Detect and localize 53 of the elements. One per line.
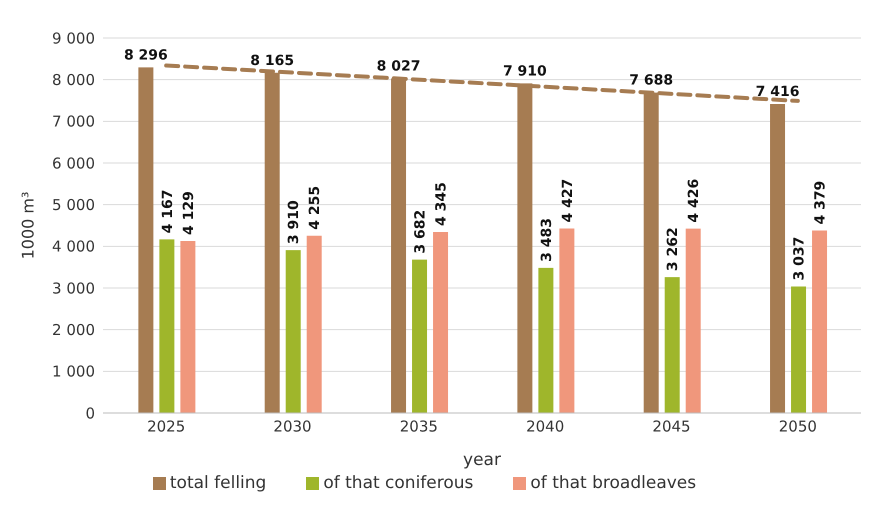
x-tick-label: 2030: [273, 418, 312, 436]
data-label: 3 262: [665, 227, 682, 272]
bar: [138, 67, 154, 413]
y-tick-label: 1 000: [52, 362, 95, 381]
y-tick-label: 3 000: [52, 279, 95, 298]
data-label: 8 165: [250, 52, 294, 69]
bar: [791, 286, 806, 413]
bar: [433, 232, 448, 413]
data-label: 3 037: [792, 236, 808, 280]
x-tick-label: 2050: [778, 418, 817, 436]
bar: [664, 277, 680, 413]
bar: [770, 104, 786, 413]
bar: [559, 228, 574, 413]
x-tick-label: 2025: [147, 418, 186, 436]
bar: [412, 260, 428, 413]
y-tick-label: 5 000: [52, 196, 95, 214]
y-tick-label: 6 000: [52, 154, 95, 172]
bar: [180, 240, 196, 413]
bar: [538, 268, 554, 413]
data-label: 7 688: [629, 72, 674, 89]
data-label: 8 296: [124, 47, 168, 64]
y-tick-label: 2 000: [52, 320, 95, 339]
data-label: 4 427: [560, 178, 576, 223]
data-label: 4 426: [686, 178, 702, 223]
y-tick-label: 0: [85, 404, 95, 422]
legend-label: total felling: [170, 473, 266, 493]
data-label: 3 483: [538, 218, 555, 262]
bar: [286, 250, 301, 413]
x-axis-title: year: [463, 450, 501, 470]
y-axis-title: 1000 m³: [18, 192, 38, 260]
data-label: 4 167: [160, 190, 176, 234]
data-label: 4 129: [180, 191, 197, 235]
bar: [306, 236, 322, 413]
y-tick-label: 4 000: [52, 238, 95, 256]
data-label: 4 255: [307, 186, 324, 230]
data-label: 3 910: [286, 200, 302, 244]
data-label: 7 416: [756, 84, 800, 100]
y-tick-label: 9 000: [52, 29, 95, 48]
y-tick-label: 7 000: [52, 112, 95, 131]
legend-label: of that coniferous: [323, 473, 474, 493]
bar: [159, 239, 174, 413]
bar: [686, 228, 701, 413]
x-tick-label: 2045: [652, 418, 691, 436]
data-label: 4 379: [812, 180, 829, 225]
data-label: 8 027: [376, 58, 420, 75]
legend-label: of that broadleaves: [530, 473, 696, 493]
bar: [812, 230, 828, 413]
y-tick-label: 8 000: [52, 70, 95, 89]
data-label: 4 345: [434, 182, 450, 226]
data-label: 3 682: [412, 210, 429, 254]
x-tick-label: 2040: [526, 418, 564, 436]
data-label: 7 910: [502, 63, 548, 80]
x-tick-label: 2035: [400, 418, 438, 436]
